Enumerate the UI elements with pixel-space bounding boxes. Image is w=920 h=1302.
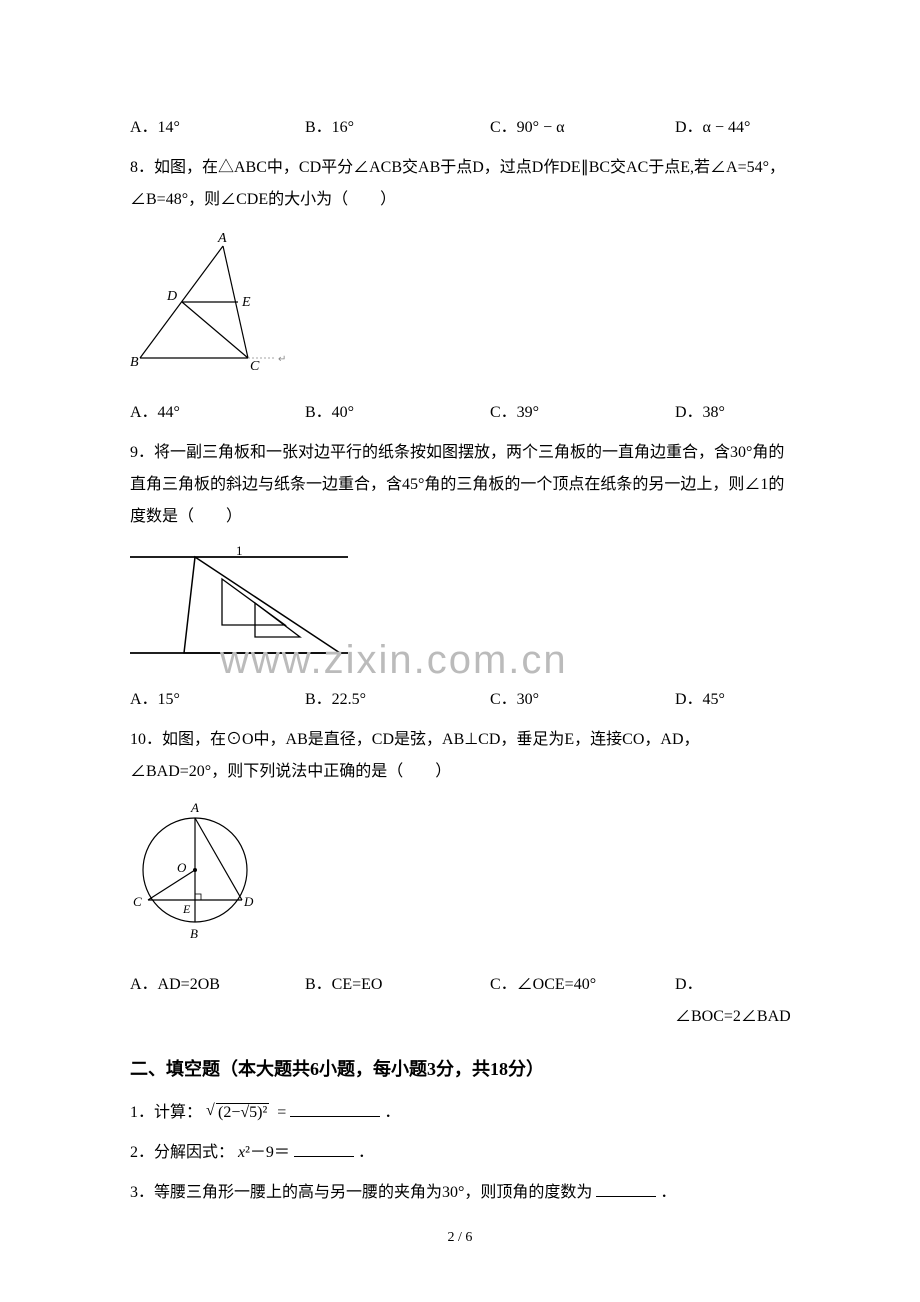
q8-triangle-diagram: A D E B C ↵ bbox=[130, 228, 285, 373]
fill3-suffix: ． bbox=[660, 1184, 676, 1201]
fill2: 2．分解因式： x²－9＝ ． bbox=[130, 1137, 790, 1169]
watermark: www.zixin.com.cn bbox=[220, 620, 568, 700]
svg-text:D: D bbox=[166, 289, 177, 304]
svg-text:E: E bbox=[182, 902, 191, 916]
q10-text: 10．如图，在⊙O中，AB是直径，CD是弦，AB⊥CD，垂足为E，连接CO，AD… bbox=[130, 724, 790, 788]
svg-text:B: B bbox=[190, 926, 198, 941]
fill2-blank[interactable] bbox=[294, 1156, 354, 1157]
q10-opt-b: B．CE=EO bbox=[305, 969, 480, 1033]
q10-circle-diagram: A O C E D B bbox=[130, 800, 260, 945]
svg-text:1: 1 bbox=[236, 545, 243, 558]
q8-opt-c: C．39° bbox=[490, 397, 665, 429]
section2-heading: 二、填空题（本大题共6小题，每小题3分，共18分） bbox=[130, 1051, 790, 1087]
q8-figure: A D E B C ↵ bbox=[130, 228, 790, 385]
q10-figure: A O C E D B bbox=[130, 800, 790, 957]
fill1-prefix: 1．计算： bbox=[130, 1104, 202, 1121]
q8-opt-a: A．44° bbox=[130, 397, 295, 429]
fill2-rest: ²－9＝ bbox=[245, 1144, 290, 1161]
svg-text:O: O bbox=[177, 860, 187, 875]
q8-opt-b: B．40° bbox=[305, 397, 480, 429]
svg-text:↵: ↵ bbox=[278, 354, 285, 365]
svg-text:E: E bbox=[241, 295, 251, 310]
q7-opt-b: B．16° bbox=[305, 112, 480, 144]
fill1-expr: √ (2−√5)² = bbox=[206, 1104, 290, 1121]
svg-text:A: A bbox=[217, 231, 227, 246]
fill3-blank[interactable] bbox=[596, 1196, 656, 1197]
q10-opt-d: D．∠BOC=2∠BAD bbox=[675, 969, 815, 1033]
fill2-expr: x²－9＝ bbox=[238, 1144, 290, 1161]
q9-text: 9．将一副三角板和一张对边平行的纸条按如图摆放，两个三角板的一直角边重合，含30… bbox=[130, 437, 790, 533]
svg-text:B: B bbox=[130, 355, 139, 370]
q8-text: 8．如图，在△ABC中，CD平分∠ACB交AB于点D，过点D作DE∥BC交AC于… bbox=[130, 152, 790, 216]
q10-options: A．AD=2OB B．CE=EO C．∠OCE=40° D．∠BOC=2∠BAD bbox=[130, 969, 790, 1033]
fill1-blank[interactable] bbox=[290, 1116, 380, 1117]
svg-text:C: C bbox=[250, 359, 260, 373]
q10-opt-c: C．∠OCE=40° bbox=[490, 969, 665, 1033]
q7-opt-d: D．α − 44° bbox=[675, 112, 795, 144]
fill2-suffix: ． bbox=[358, 1144, 374, 1161]
fill1-suffix: ． bbox=[384, 1104, 400, 1121]
q7-opt-c: C．90° − α bbox=[490, 112, 665, 144]
fill3-text: 3．等腰三角形一腰上的高与另一腰的夹角为30°，则顶角的度数为 bbox=[130, 1184, 592, 1201]
svg-text:C: C bbox=[133, 894, 142, 909]
svg-text:A: A bbox=[190, 800, 199, 815]
fill1: 1．计算： √ (2−√5)² = ． bbox=[130, 1097, 790, 1129]
fill3: 3．等腰三角形一腰上的高与另一腰的夹角为30°，则顶角的度数为 ． bbox=[130, 1177, 790, 1209]
q7-opt-a: A．14° bbox=[130, 112, 295, 144]
q9-opt-d: D．45° bbox=[675, 684, 795, 716]
q8-options: A．44° B．40° C．39° D．38° bbox=[130, 397, 790, 429]
q7-options: A．14° B．16° C．90° − α D．α − 44° bbox=[130, 112, 790, 144]
q8-opt-d: D．38° bbox=[675, 397, 795, 429]
svg-text:D: D bbox=[243, 894, 254, 909]
page-footer: 2 / 6 bbox=[0, 1224, 920, 1252]
fill2-prefix: 2．分解因式： bbox=[130, 1144, 234, 1161]
q10-opt-a: A．AD=2OB bbox=[130, 969, 295, 1033]
